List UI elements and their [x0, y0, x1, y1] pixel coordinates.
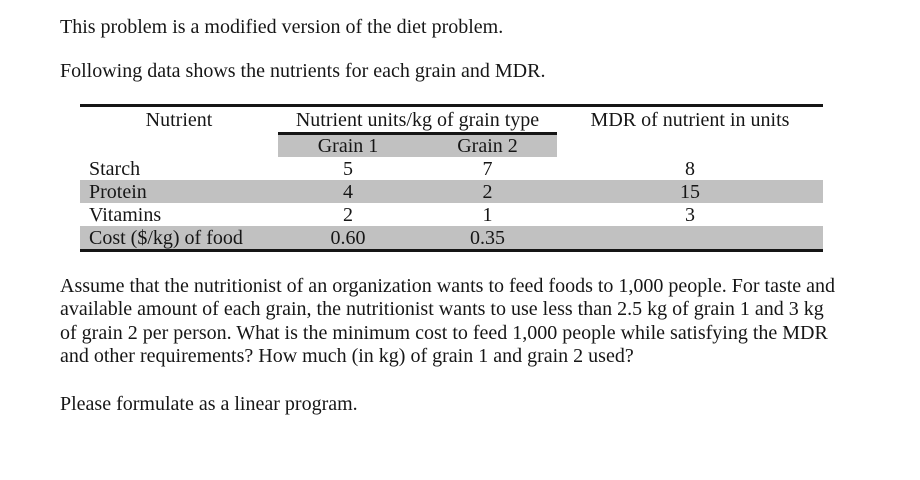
question-line: Assume that the nutritionist of an organ…: [60, 275, 836, 297]
row-label: Starch: [89, 157, 141, 180]
grain1-value: 5: [343, 157, 353, 180]
table-row-protein: Protein 4 2 15: [80, 180, 823, 203]
row-label: Vitamins: [89, 203, 162, 226]
header-mdr: MDR of nutrient in units: [590, 109, 790, 132]
closing-line: Please formulate as a linear program.: [60, 393, 358, 415]
subheader-grain2: Grain 2: [418, 133, 557, 157]
header-grain-span: Nutrient units/kg of grain type: [278, 105, 557, 135]
header-nutrient: Nutrient: [145, 109, 213, 132]
table-row-vitamins: Vitamins 2 1 3: [80, 203, 823, 226]
grain2-value: 0.35: [470, 226, 505, 249]
grain2-value: 1: [482, 203, 493, 226]
empty-cell: [80, 134, 278, 158]
intro-line-2: Following data shows the nutrients for e…: [60, 60, 546, 82]
mdr-value: [557, 226, 823, 251]
question-line: and other requirements? How much (in kg)…: [60, 345, 634, 368]
empty-cell: [557, 134, 823, 158]
question-line: of grain 2 per person. What is the minim…: [60, 321, 828, 344]
intro-line-1: This problem is a modified version of th…: [60, 16, 504, 38]
row-label: Cost ($/kg) of food: [89, 226, 243, 249]
mdr-value: 15: [680, 180, 700, 203]
grain1-value: 4: [343, 180, 353, 203]
grain2-value: 2: [482, 180, 493, 203]
mdr-value: 8: [685, 157, 695, 180]
grain1-value: 0.60: [330, 226, 366, 249]
nutrient-table: Nutrient Nutrient units/kg of grain type…: [80, 104, 823, 252]
row-label: Protein: [89, 180, 147, 203]
grain2-value: 7: [482, 157, 493, 180]
subheader-grain1: Grain 1: [278, 133, 418, 157]
mdr-value: 3: [685, 203, 695, 226]
question-paragraph: Assume that the nutritionist of an organ…: [60, 275, 835, 369]
question-line: available amount of each grain, the nutr…: [60, 298, 824, 321]
table-row-starch: Starch 5 7 8: [80, 157, 823, 180]
table-header-row: Nutrient Nutrient units/kg of grain type…: [80, 105, 823, 135]
table-row-cost: Cost ($/kg) of food 0.60 0.35: [80, 226, 823, 251]
table-subheader-row: Grain 1 Grain 2: [80, 133, 823, 158]
grain1-value: 2: [343, 203, 353, 226]
